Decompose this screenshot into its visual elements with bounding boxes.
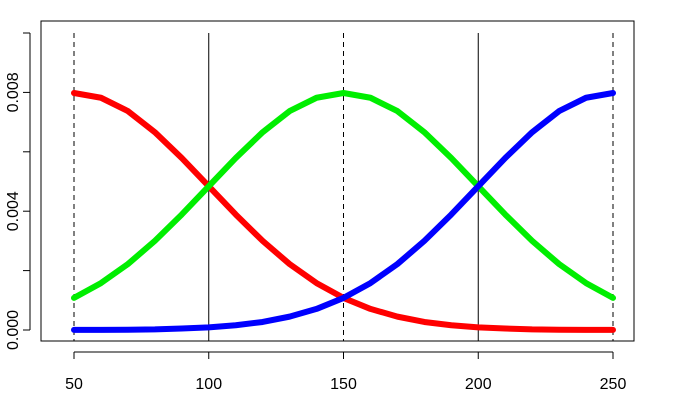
series-3-point <box>206 324 212 330</box>
series-1-point <box>71 90 77 96</box>
series-1-point <box>314 280 320 286</box>
series-2-point <box>583 280 589 286</box>
series-2-point <box>98 280 104 286</box>
series-3-point <box>98 327 104 333</box>
series-3-point <box>394 261 400 267</box>
series-1-point <box>421 319 427 325</box>
series-1-point <box>233 211 239 217</box>
series-3-point <box>179 326 185 332</box>
series-2-point <box>502 211 508 217</box>
plot-box <box>40 20 635 342</box>
series-3-point <box>314 306 320 312</box>
x-tick-label: 250 <box>600 376 627 393</box>
y-tick-label: 0.000 <box>5 310 22 350</box>
x-tick-label: 100 <box>195 376 222 393</box>
x-tick-label: 50 <box>65 376 83 393</box>
series-1-point <box>260 238 266 244</box>
series-3-point <box>233 322 239 328</box>
series-2-point <box>233 155 239 161</box>
series-3-point <box>610 90 616 96</box>
series-2-point <box>341 90 346 96</box>
series-1-point <box>125 108 131 114</box>
series-1-point <box>287 261 293 267</box>
series-1-point <box>394 314 400 320</box>
series-3-point <box>71 327 77 333</box>
x-tick-label: 200 <box>465 376 492 393</box>
series-3-point <box>502 155 508 161</box>
series-3-point <box>260 319 266 325</box>
series-2-point <box>529 238 535 244</box>
series-2-point <box>71 295 77 301</box>
series-2-point <box>610 295 616 301</box>
series-1-point <box>448 322 454 328</box>
series-1-point <box>556 327 562 333</box>
series-2-point <box>367 95 373 101</box>
series-1-point <box>475 324 481 330</box>
y-tick-label: 0.008 <box>5 72 22 112</box>
series-group <box>71 89 616 333</box>
series-2-point <box>314 95 320 101</box>
x-axis: 50 100 150 200 250 <box>65 351 627 393</box>
series-3-point <box>152 326 158 332</box>
series-3-point <box>529 129 535 135</box>
series-1-point <box>610 327 616 333</box>
series-3-point <box>341 295 346 301</box>
series-2-point <box>448 155 454 161</box>
x-tick-label: 150 <box>330 376 357 393</box>
series-2-point <box>394 108 400 114</box>
series-1-point <box>98 95 104 101</box>
series-3-point <box>475 183 481 189</box>
series-2-point <box>556 261 562 267</box>
series-3-point <box>583 95 589 101</box>
series-2-point <box>179 211 185 217</box>
series-3-point <box>421 238 427 244</box>
y-axis: 0.000 0.004 0.008 <box>5 32 31 350</box>
series-2-point <box>152 238 158 244</box>
series-1-point <box>179 155 185 161</box>
series-3-point <box>125 327 131 333</box>
series-3-point <box>287 314 293 320</box>
series-3-point <box>556 108 562 114</box>
series-2-point <box>206 183 212 189</box>
series-1-point <box>152 129 158 135</box>
series-2-point <box>125 261 131 267</box>
series-3-point <box>448 211 454 217</box>
series-2-point <box>260 129 266 135</box>
series-1-point <box>502 326 508 332</box>
series-1-point <box>367 306 373 312</box>
series-2-point <box>421 129 427 135</box>
series-3-point <box>367 280 373 286</box>
series-1-point <box>583 327 589 333</box>
y-tick-label: 0.004 <box>5 191 22 231</box>
series-1-point <box>529 326 535 332</box>
series-2-point <box>287 108 293 114</box>
